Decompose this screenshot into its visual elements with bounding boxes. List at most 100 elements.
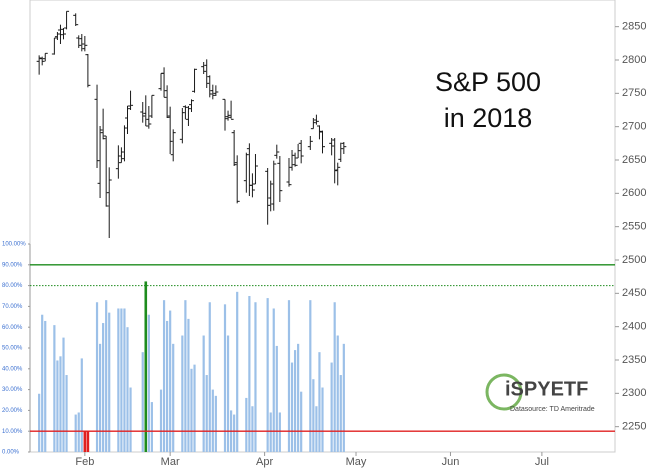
breadth-bar [236,291,239,452]
breadth-bar [159,389,163,452]
breadth-bar [245,397,248,452]
breadth-bar [315,406,318,452]
breadth-bar [108,312,111,452]
y-tick-label: 2350 [622,354,646,366]
breadth-bar [208,302,211,452]
x-tick-label: Feb [75,456,94,468]
y-tick-label: 40.00% [2,366,23,372]
x-tick-label: Apr [256,456,273,468]
x-tick-label: Jul [535,456,549,468]
breadth-bar [141,352,144,452]
y-tick-label: 2600 [622,187,646,199]
y-tick-label: 2300 [622,387,646,399]
breadth-bar [144,281,148,452]
breadth-bar [312,379,315,452]
breadth-bar [287,300,291,452]
breadth-bar [190,368,193,452]
breadth-bar [321,387,324,452]
breadth-bar [150,402,153,452]
breadth-bar [65,375,68,452]
y-tick-label: 2700 [622,121,646,133]
breadth-bar [169,310,172,452]
y-tick-label: 2850 [622,21,646,33]
breadth-bar [254,302,257,452]
breadth-bar [98,343,102,452]
breadth-bar [184,300,187,452]
y-tick-label: 90.00% [2,262,23,268]
breadth-bar [275,345,278,452]
breadth-bar [41,314,44,452]
breadth-bar [166,320,169,452]
y-tick-label: 2650 [622,154,646,166]
breadth-bar [233,414,236,452]
breadth-bar [300,391,303,452]
breadth-bar [330,362,333,452]
y-tick-label: 70.00% [2,304,23,310]
title-line: S&P 500 [435,67,541,97]
logo-ring [485,373,523,411]
y-tick-label: 30.00% [2,387,23,393]
y-tick-label: 60.00% [2,325,23,331]
breadth-bar [318,352,321,452]
breadth-bar [56,360,59,452]
breadth-bar [123,308,126,452]
y-tick-label: 2750 [622,87,646,99]
logo: iSPYETF Datasource: TD Ameritrade [485,373,595,413]
breadth-bar [290,362,294,452]
y-tick-label: 20.00% [2,408,23,414]
breadth-bar [187,318,190,452]
breadth-bar [193,364,196,452]
breadth-bar [223,304,227,452]
breadth-bar [80,358,83,452]
breadth-bar [38,393,41,452]
breadth-bar [74,414,77,452]
x-tick-label: May [346,456,367,468]
data-source: Datasource: TD Ameritrade [510,406,595,413]
breadth-bar [272,308,275,452]
breadth-bar [53,325,56,452]
breadth-bar [336,335,339,452]
breadth-bar [117,308,120,452]
breadth-bar [120,308,123,452]
y-tick-label: 2800 [622,54,646,66]
breadth-bar [95,302,99,452]
breadth-bar [297,343,300,452]
y-tick-label: 80.00% [2,283,23,289]
logo-text: iSPYETF [505,378,588,400]
x-tick-label: Mar [161,456,180,468]
breadth-bar [248,296,251,452]
title-line: in 2018 [444,103,533,133]
breadth-bar [102,323,105,452]
breadth-bar [226,335,230,452]
y-tick-label: 0.00% [2,450,20,456]
breadth-bar [172,343,175,452]
breadth-bar [269,412,272,452]
breadth-bar [333,302,336,452]
breadth-bar [205,375,208,452]
breadth-bar [266,298,269,452]
y-tick-label: 2500 [622,254,646,266]
breadth-bar [309,300,312,452]
breadth-bar [278,412,281,452]
y-tick-label: 2550 [622,221,646,233]
breadth-bar [147,314,150,452]
y-tick-label: 2450 [622,287,646,299]
y-tick-label: 2250 [622,421,646,433]
breadth-bar [62,337,65,452]
breadth-bar [44,320,47,452]
breadth-bar [214,395,217,452]
x-tick-label: Jun [442,456,460,468]
breadth-bar [202,335,205,452]
y-tick-label: 50.00% [2,346,23,352]
breadth-bar [181,335,184,452]
breadth-bar [126,327,129,452]
breadth-bar [251,406,254,452]
breadth-bar [162,300,166,452]
breadth-bar [83,431,87,452]
breadth-bar [339,375,342,452]
y-tick-label: 100.00% [2,242,26,248]
breadth-bar [293,350,297,452]
y-tick-label: 2400 [622,321,646,333]
